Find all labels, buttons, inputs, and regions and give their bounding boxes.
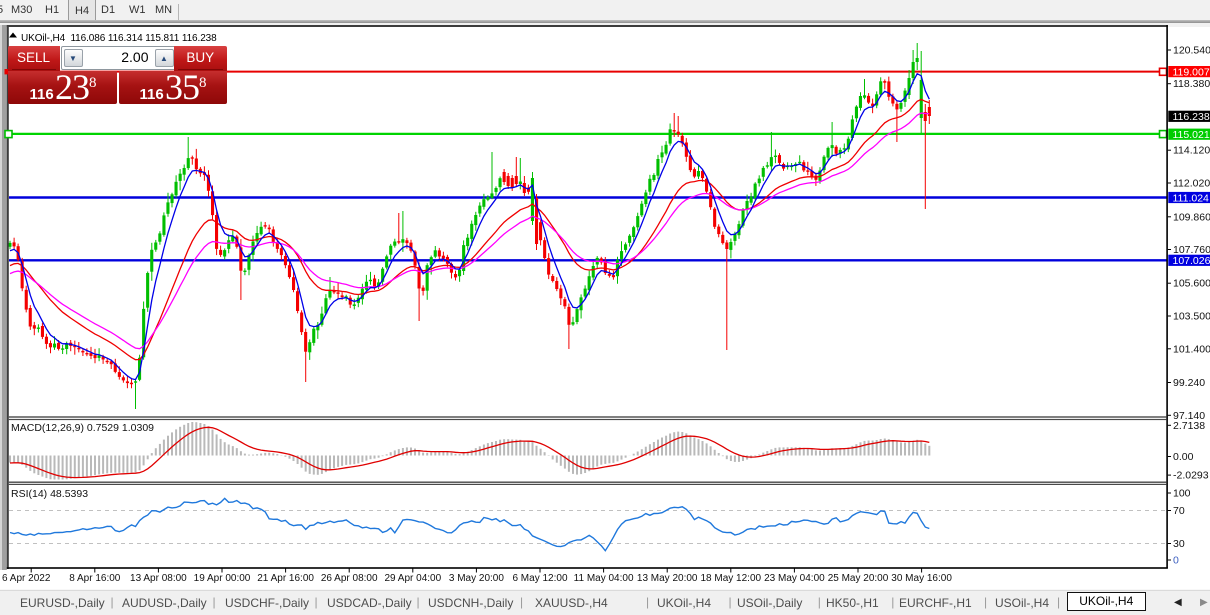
svg-text:19 Apr 00:00: 19 Apr 00:00 [194,573,251,584]
svg-text:111.024: 111.024 [1173,192,1210,204]
svg-text:13 Apr 08:00: 13 Apr 08:00 [130,573,187,584]
svg-text:MACD(12,26,9) 0.7529 1.0309: MACD(12,26,9) 0.7529 1.0309 [11,422,154,434]
svg-text:13 May 20:00: 13 May 20:00 [637,573,698,584]
svg-text:118.380: 118.380 [1173,78,1210,90]
svg-text:99.240: 99.240 [1173,377,1205,389]
svg-text:3 May 20:00: 3 May 20:00 [449,573,504,584]
svg-text:101.400: 101.400 [1173,343,1210,355]
svg-text:6 May 12:00: 6 May 12:00 [512,573,567,584]
svg-text:8 Apr 16:00: 8 Apr 16:00 [69,573,121,584]
svg-text:97.140: 97.140 [1173,410,1205,422]
svg-text:105.600: 105.600 [1173,278,1210,290]
svg-text:0.00: 0.00 [1173,451,1194,463]
svg-text:30: 30 [1173,538,1185,550]
svg-text:112.020: 112.020 [1173,178,1210,190]
svg-text:103.500: 103.500 [1173,311,1210,323]
svg-text:25 May 20:00: 25 May 20:00 [828,573,889,584]
svg-text:RSI(14) 48.5393: RSI(14) 48.5393 [11,488,88,500]
svg-text:UKOil-,H4 116.086 116.314 115: UKOil-,H4 116.086 116.314 115.811 116.23… [21,33,217,44]
svg-text:23 May 04:00: 23 May 04:00 [764,573,825,584]
svg-text:114.120: 114.120 [1173,145,1210,157]
svg-text:21 Apr 16:00: 21 Apr 16:00 [257,573,314,584]
svg-text:70: 70 [1173,505,1185,517]
svg-text:11 May 04:00: 11 May 04:00 [574,573,634,584]
svg-text:18 May 12:00: 18 May 12:00 [700,573,761,584]
svg-text:6 Apr 2022: 6 Apr 2022 [2,573,51,584]
svg-text:26 Apr 08:00: 26 Apr 08:00 [321,573,378,584]
svg-text:2.7138: 2.7138 [1173,420,1205,432]
svg-text:100: 100 [1173,488,1191,500]
svg-text:120.540: 120.540 [1173,45,1210,57]
svg-text:107.026: 107.026 [1173,255,1210,267]
svg-text:115.021: 115.021 [1173,129,1210,141]
svg-text:109.860: 109.860 [1173,211,1210,223]
svg-text:119.007: 119.007 [1173,66,1210,78]
svg-text:0: 0 [1173,555,1179,567]
svg-text:107.760: 107.760 [1173,244,1210,256]
svg-text:-2.0293: -2.0293 [1173,470,1209,482]
svg-text:116.238: 116.238 [1173,111,1210,123]
svg-text:30 May 16:00: 30 May 16:00 [891,573,952,584]
svg-text:29 Apr 04:00: 29 Apr 04:00 [384,573,441,584]
